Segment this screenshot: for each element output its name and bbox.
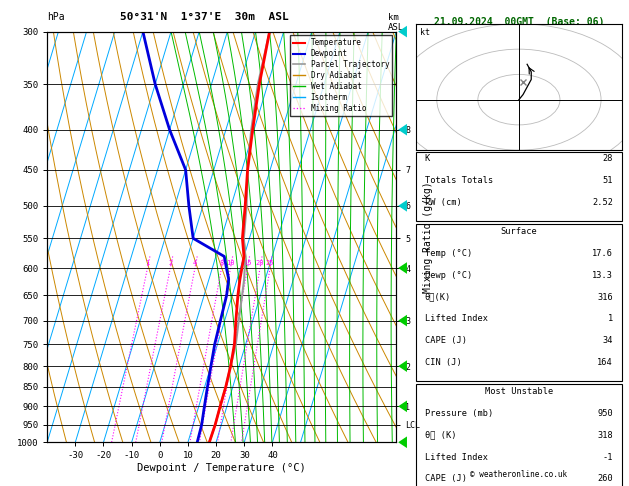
Text: 50°31'N  1°37'E  30m  ASL: 50°31'N 1°37'E 30m ASL bbox=[120, 12, 288, 22]
Text: 260: 260 bbox=[598, 474, 613, 484]
Text: 13.3: 13.3 bbox=[592, 271, 613, 279]
Text: 8: 8 bbox=[220, 260, 224, 266]
Text: km: km bbox=[388, 13, 399, 22]
Text: CAPE (J): CAPE (J) bbox=[425, 474, 467, 484]
Text: 21.09.2024  00GMT  (Base: 06): 21.09.2024 00GMT (Base: 06) bbox=[434, 17, 604, 27]
Text: 25: 25 bbox=[266, 260, 274, 266]
Text: 34: 34 bbox=[603, 336, 613, 346]
Text: 2: 2 bbox=[169, 260, 172, 266]
Text: 4: 4 bbox=[193, 260, 197, 266]
Text: 2.52: 2.52 bbox=[592, 198, 613, 207]
Text: PW (cm): PW (cm) bbox=[425, 198, 462, 207]
Y-axis label: Mixing Ratio (g/kg): Mixing Ratio (g/kg) bbox=[423, 181, 433, 293]
Text: hPa: hPa bbox=[47, 12, 65, 22]
Text: © weatheronline.co.uk: © weatheronline.co.uk bbox=[470, 470, 567, 479]
Text: 28: 28 bbox=[603, 155, 613, 163]
Text: 316: 316 bbox=[598, 293, 613, 301]
Text: 318: 318 bbox=[598, 431, 613, 440]
Text: Most Unstable: Most Unstable bbox=[485, 387, 553, 396]
Text: θᴄ(K): θᴄ(K) bbox=[425, 293, 451, 301]
Text: Lifted Index: Lifted Index bbox=[425, 314, 488, 324]
Text: Dewp (°C): Dewp (°C) bbox=[425, 271, 472, 279]
Text: Pressure (mb): Pressure (mb) bbox=[425, 409, 493, 418]
Text: Surface: Surface bbox=[501, 227, 537, 236]
Bar bbox=[416, 224, 621, 381]
Text: 51: 51 bbox=[603, 176, 613, 185]
Text: 10: 10 bbox=[226, 260, 235, 266]
Text: Temp (°C): Temp (°C) bbox=[425, 249, 472, 258]
Text: 164: 164 bbox=[598, 358, 613, 367]
Legend: Temperature, Dewpoint, Parcel Trajectory, Dry Adiabat, Wet Adiabat, Isotherm, Mi: Temperature, Dewpoint, Parcel Trajectory… bbox=[290, 35, 392, 116]
Text: K: K bbox=[425, 155, 430, 163]
Text: ASL: ASL bbox=[388, 22, 404, 32]
Text: 950: 950 bbox=[598, 409, 613, 418]
Bar bbox=[416, 384, 621, 486]
Text: 17.6: 17.6 bbox=[592, 249, 613, 258]
Text: 1: 1 bbox=[145, 260, 150, 266]
Text: CIN (J): CIN (J) bbox=[425, 358, 462, 367]
Text: 1: 1 bbox=[608, 314, 613, 324]
X-axis label: Dewpoint / Temperature (°C): Dewpoint / Temperature (°C) bbox=[137, 463, 306, 473]
Text: 15: 15 bbox=[243, 260, 252, 266]
Text: Lifted Index: Lifted Index bbox=[425, 452, 488, 462]
Text: Totals Totals: Totals Totals bbox=[425, 176, 493, 185]
Bar bbox=[416, 152, 621, 221]
Text: θᴄ (K): θᴄ (K) bbox=[425, 431, 456, 440]
Text: -1: -1 bbox=[603, 452, 613, 462]
Text: 20: 20 bbox=[256, 260, 264, 266]
Text: CAPE (J): CAPE (J) bbox=[425, 336, 467, 346]
